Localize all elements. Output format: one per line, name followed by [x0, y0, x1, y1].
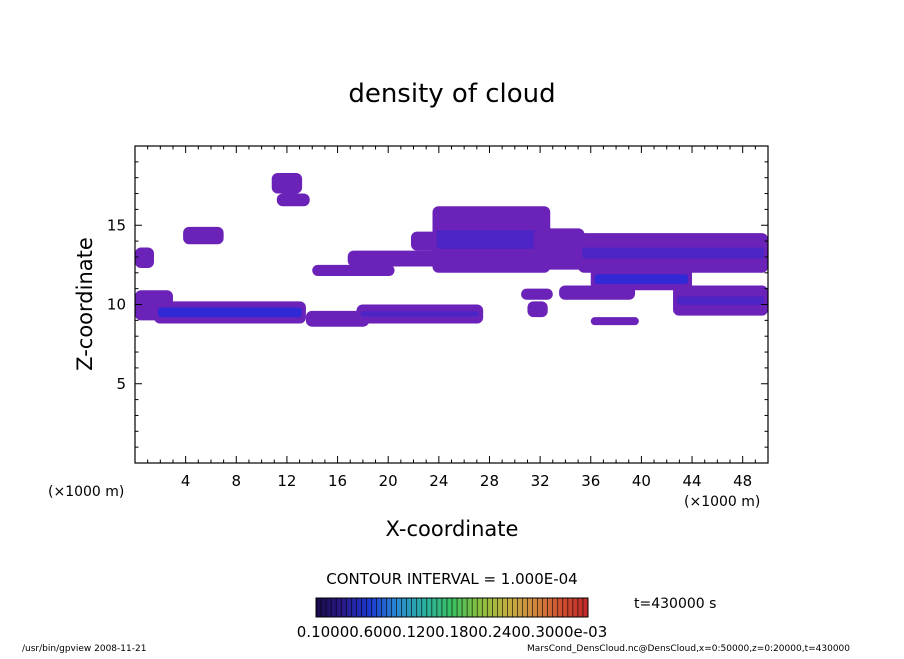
cloud-region-15 [559, 285, 636, 300]
cloud-field [135, 172, 768, 327]
cloud-region-5 [183, 226, 224, 245]
cloud-region-11 [432, 206, 551, 273]
y-tick-label: 5 [116, 375, 126, 393]
cloud-region-4 [356, 304, 484, 324]
time-label: t=430000 s [634, 596, 716, 612]
x-tick-label: 20 [379, 472, 398, 490]
cloud-region-0 [135, 247, 154, 269]
y-axis: 5 10 15 [107, 161, 768, 448]
cloud-region-7 [276, 193, 310, 207]
x-tick-label: 32 [531, 472, 550, 490]
x-axis-label: X-coordinate [386, 517, 519, 541]
x-tick-label: 48 [733, 472, 752, 490]
x-tick-label: 12 [277, 472, 296, 490]
x-tick-label: 4 [181, 472, 191, 490]
cloud-region-16 [673, 285, 768, 316]
cloud-core-13 [582, 247, 764, 259]
colorbar-labels: 0.10000.6000.1200.1800.2400.3000e-03 [297, 623, 607, 641]
cloud-core-14 [594, 274, 689, 285]
x-tick-label: 40 [632, 472, 651, 490]
cloud-core-11 [436, 230, 547, 249]
cloud-region-13 [578, 233, 768, 273]
cloud-core-16 [677, 296, 764, 305]
footer-right: MarsCond_DensCloud.nc@DensCloud,x=0:5000… [527, 644, 850, 654]
contour-interval: CONTOUR INTERVAL = 1.000E-04 [326, 570, 577, 588]
cloud-region-10 [410, 231, 439, 251]
x-axis: 4 8 12 16 20 24 28 32 36 40 44 48 [147, 146, 756, 490]
x-tick-label: 36 [581, 472, 600, 490]
x-tick-label: 24 [429, 472, 448, 490]
cloud-region-18 [521, 288, 553, 300]
cloud-region-9 [347, 250, 446, 267]
cloud-region-3 [305, 310, 370, 327]
footer-left: /usr/bin/gpview 2008-11-21 [22, 644, 146, 654]
x-tick-label: 8 [232, 472, 242, 490]
cloud-core-2 [157, 307, 302, 318]
y-axis-label: Z-coordinate [73, 237, 97, 371]
x-tick-label: 28 [480, 472, 499, 490]
cloud-region-8 [312, 264, 395, 276]
cloud-region-6 [271, 172, 303, 194]
colorbar [315, 597, 589, 618]
cloud-core-4 [360, 311, 480, 317]
x-unit-left: (×1000 m) [48, 484, 124, 500]
cloud-region-12 [533, 228, 585, 270]
x-unit-right: (×1000 m) [684, 494, 760, 510]
chart-title: density of cloud [348, 79, 555, 109]
y-tick-label: 10 [107, 296, 126, 314]
x-tick-label: 16 [328, 472, 347, 490]
cloud-region-19 [527, 301, 548, 318]
y-tick-label: 15 [107, 216, 126, 234]
cloud-region-17 [590, 317, 639, 326]
x-tick-label: 44 [682, 472, 701, 490]
